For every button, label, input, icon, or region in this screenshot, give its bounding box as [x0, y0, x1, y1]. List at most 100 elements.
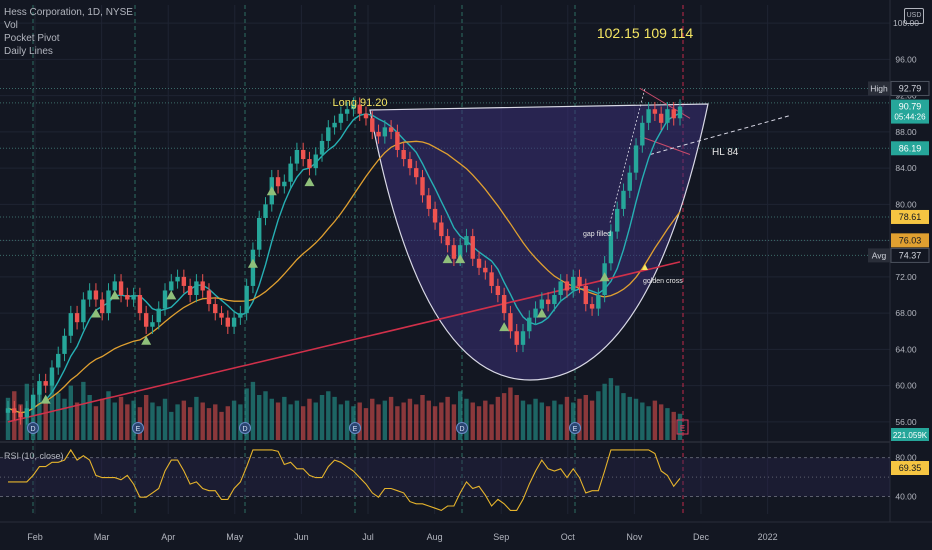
candle-body	[194, 281, 199, 295]
volume-bar	[169, 411, 174, 440]
event-marker	[569, 422, 581, 434]
candle-body	[527, 317, 532, 332]
candle-body	[476, 258, 482, 268]
volume-bar	[407, 398, 413, 440]
candle-body	[445, 236, 450, 246]
candle-body	[495, 285, 501, 295]
candle-body	[545, 299, 551, 305]
candle-body	[156, 308, 161, 323]
candle-body	[326, 127, 331, 141]
candle-body	[426, 195, 431, 209]
price-marker-tag	[868, 81, 890, 96]
price-tick-label: 96.00	[895, 54, 917, 64]
golden-cross-marker	[642, 264, 648, 270]
volume-bar	[395, 406, 400, 440]
candle-body	[62, 335, 67, 354]
event-marker	[349, 422, 361, 434]
volume-bar	[250, 381, 256, 440]
price-tick-label: 68.00	[895, 308, 917, 318]
volume-bar	[640, 402, 645, 440]
candle-body	[571, 276, 576, 291]
volume-bar	[62, 398, 67, 440]
event-marker	[27, 422, 39, 434]
volume-bar	[118, 396, 124, 440]
candle-body	[68, 313, 74, 336]
candle-body	[420, 177, 425, 196]
time-tick-label: Aug	[427, 532, 443, 542]
price-marker-box	[890, 247, 930, 263]
time-tick-label: Nov	[626, 532, 643, 542]
candle-body	[677, 106, 683, 119]
volume-marker-box	[891, 428, 929, 441]
volume-bar	[520, 400, 526, 440]
volume-bar	[501, 393, 507, 440]
volume-bar	[420, 395, 425, 440]
price-marker-tag-label: Avg	[872, 250, 887, 260]
ma-short-line	[7, 112, 681, 414]
event-marker-label: E	[136, 426, 141, 433]
price-targets-label: 102.15 109 114	[597, 25, 693, 41]
volume-bar	[577, 398, 582, 440]
candle-body	[300, 150, 306, 160]
candle-body	[627, 172, 632, 191]
volume-bar	[175, 404, 180, 440]
time-tick-label: Jun	[294, 532, 309, 542]
candle-body	[470, 236, 475, 259]
candle-body	[464, 236, 469, 246]
pocket-pivot-marker	[442, 254, 453, 264]
currency-badge[interactable]: USD	[904, 8, 924, 24]
price-tick-label: 64.00	[895, 344, 917, 354]
upcoming-earnings-marker	[676, 419, 689, 435]
legend-vol[interactable]: Vol	[4, 20, 18, 31]
volume-bar	[401, 402, 406, 440]
volume-bar	[68, 385, 74, 440]
breakout-line	[609, 88, 646, 223]
volume-bar	[269, 398, 274, 440]
volume-bar	[332, 396, 337, 440]
price-marker-box	[891, 99, 929, 124]
volume-bar	[56, 393, 61, 440]
legend-pocket-pivot[interactable]: Pocket Pivot	[4, 33, 60, 44]
volume-bar	[282, 396, 287, 440]
volume-bar	[150, 402, 155, 440]
volume-bar	[552, 400, 557, 440]
price-marker-tag-label: High	[870, 83, 888, 93]
candle-body	[37, 381, 42, 395]
volume-bar	[231, 400, 237, 440]
volume-bar	[571, 402, 576, 440]
volume-bar	[614, 385, 620, 440]
candle-body	[5, 408, 11, 413]
rsi-tick-label: 80.00	[895, 453, 917, 463]
price-marker-box	[890, 80, 930, 96]
pocket-pivot-marker	[599, 272, 610, 282]
volume-bar	[633, 398, 639, 440]
candle-body	[56, 353, 61, 368]
candle-body	[263, 204, 268, 218]
candle-body	[539, 299, 545, 309]
volume-bar	[162, 398, 168, 440]
rsi-label: RSI (10, close)	[4, 451, 64, 461]
candle-body	[231, 317, 237, 327]
volume-bar	[414, 404, 419, 440]
candle-body	[87, 290, 92, 300]
cup-pattern	[369, 103, 709, 381]
price-tick-label: 56.00	[895, 417, 917, 427]
event-marker-label: D	[30, 426, 35, 433]
candle-body	[219, 313, 224, 318]
volume-bar	[156, 406, 161, 440]
volume-bar	[338, 404, 344, 440]
legend-daily-lines[interactable]: Daily Lines	[4, 46, 53, 57]
volume-bar	[445, 396, 450, 440]
price-marker-value: 76.03	[899, 235, 922, 245]
pocket-pivot-marker	[166, 290, 177, 300]
candle-body	[288, 163, 293, 182]
volume-bar	[213, 404, 218, 440]
volume-bar	[608, 378, 614, 440]
volume-bar	[376, 404, 381, 440]
volume-bar	[527, 404, 532, 440]
volume-bar	[319, 395, 325, 440]
candle-body	[187, 285, 193, 295]
rsi-value: 69.35	[899, 463, 922, 473]
price-marker-box	[891, 141, 929, 156]
